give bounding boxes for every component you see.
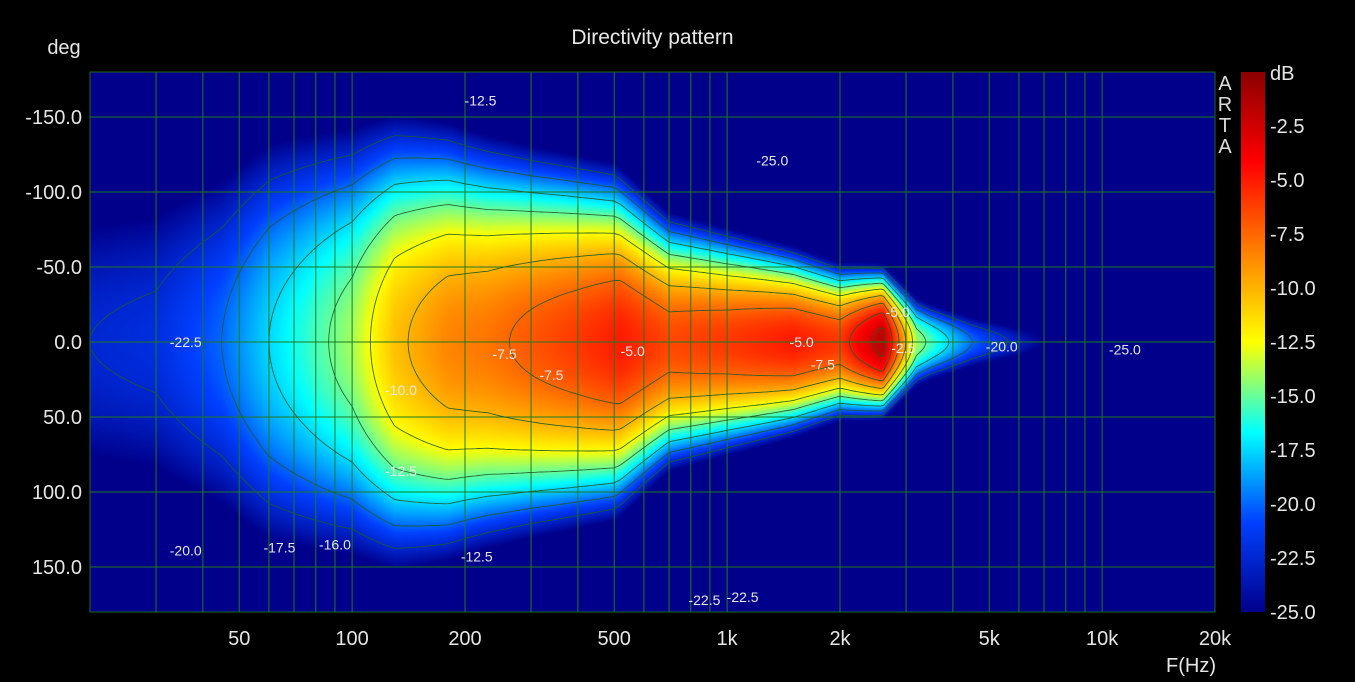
- x-tick-label: 20k: [1199, 628, 1232, 650]
- contour-line: [221, 157, 973, 527]
- x-tick-label: 2k: [829, 628, 851, 650]
- contour-line: [508, 280, 900, 404]
- grid-layer: [90, 72, 1215, 612]
- contour-label: -12.5: [461, 549, 493, 565]
- x-tick-label: 50: [228, 628, 250, 650]
- y-tick-label: 50.0: [43, 407, 82, 429]
- x-axis-label: F(Hz): [1166, 655, 1216, 677]
- contour-line: [91, 135, 1009, 549]
- contour-label: -25.0: [756, 153, 788, 169]
- contour-label: -16.0: [319, 537, 351, 553]
- colorbar-tick-label: -25.0: [1270, 602, 1316, 624]
- contour-label: -22.5: [170, 334, 202, 350]
- contour-label: -20.0: [170, 543, 202, 559]
- contour-label: -25.0: [1109, 342, 1141, 358]
- contour-label: -5.0: [886, 304, 910, 320]
- colorbar-unit: dB: [1270, 63, 1294, 85]
- contour-label: -22.5: [688, 592, 720, 608]
- chart-title: Directivity pattern: [571, 26, 734, 49]
- arta-letter: A: [1218, 136, 1232, 158]
- x-tick-label: 500: [598, 628, 631, 650]
- axis-layer: 50 100 200 500 1k 2k 5k 10k 20k -150.0 -100.0 -50.0…: [25, 37, 1232, 677]
- contour-label: -7.5: [493, 346, 517, 362]
- colorbar-tick-label: -15.0: [1270, 386, 1316, 408]
- y-tick-label: -50.0: [36, 257, 82, 279]
- colorbar-tick-label: -5.0: [1270, 170, 1304, 192]
- colorbar-tick-label: -7.5: [1270, 224, 1304, 246]
- y-tick-label: -100.0: [25, 182, 82, 204]
- contour-label: -22.5: [727, 589, 759, 605]
- contour-label: -10.0: [385, 382, 417, 398]
- colorbar-tick-label: -12.5: [1270, 332, 1316, 354]
- contour-label: -5.0: [790, 334, 814, 350]
- y-tick-label: -150.0: [25, 107, 82, 129]
- colorbar-tick-label: -10.0: [1270, 278, 1316, 300]
- x-tick-label: 1k: [717, 628, 739, 650]
- contour-label: -7.5: [811, 357, 835, 373]
- contour-line: [328, 204, 927, 480]
- contour-line: [369, 232, 913, 452]
- contour-layer: -12.5 -25.0 -7.5 -7.5 -22.5 -5.0 -5.0 -7.5 -5.0 -…: [91, 93, 1141, 608]
- y-tick-label: 150.0: [32, 557, 82, 579]
- x-tick-label: 200: [448, 628, 481, 650]
- colorbar-tick-label: -22.5: [1270, 548, 1316, 570]
- contour-line: [268, 179, 950, 505]
- contour-label: -12.5: [465, 93, 497, 109]
- y-tick-label: 100.0: [32, 482, 82, 504]
- contour-line: [849, 312, 893, 372]
- contour-label: -20.0: [986, 339, 1018, 355]
- y-tick-label: 0.0: [54, 332, 82, 354]
- contour-label: -2.5: [891, 340, 915, 356]
- contour-line: [407, 253, 907, 431]
- x-tick-label: 100: [335, 628, 368, 650]
- arta-letter: R: [1217, 94, 1233, 116]
- x-tick-label: 10k: [1086, 628, 1119, 650]
- contour-label: -5.0: [621, 343, 645, 359]
- y-axis-label: deg: [47, 37, 80, 59]
- colorbar-tick-label: -2.5: [1270, 116, 1304, 138]
- colorbar-gradient: [1241, 72, 1265, 612]
- contour-label: -12.5: [385, 463, 417, 479]
- contour-label: -17.5: [263, 540, 295, 556]
- colorbar-layer: dB -2.5 -5.0 -7.5 -10.0 -12.5 -15.0 -17.5 -20.0 -…: [1241, 63, 1316, 624]
- arta-vertical-label: A R T A: [1216, 74, 1234, 158]
- contour-label: -7.5: [539, 367, 563, 383]
- arta-letter: T: [1218, 115, 1232, 137]
- colorbar-tick-label: -17.5: [1270, 440, 1316, 462]
- arta-letter: A: [1218, 73, 1232, 95]
- x-tick-label: 5k: [979, 628, 1001, 650]
- colorbar-tick-label: -20.0: [1270, 494, 1316, 516]
- contour-line: [872, 327, 886, 357]
